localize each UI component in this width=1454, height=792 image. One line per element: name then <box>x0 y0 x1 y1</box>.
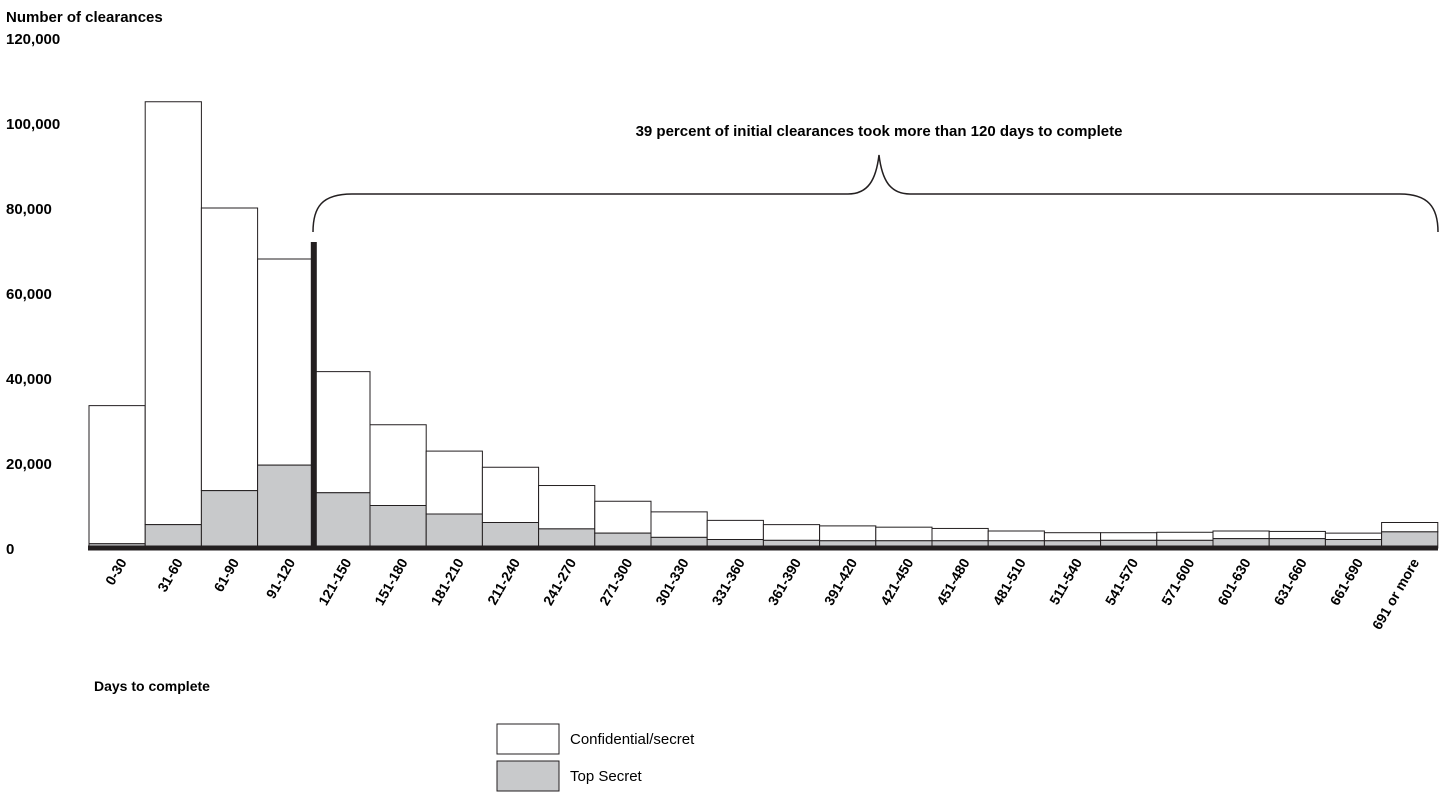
bar-confidential-secret <box>200 207 259 492</box>
bar-confidential-secret <box>1212 530 1270 540</box>
y-tick-label: 120,000 <box>6 31 60 48</box>
bar-confidential-secret <box>706 519 764 540</box>
bar-confidential-secret <box>257 258 315 466</box>
bar-top-secret <box>425 513 483 549</box>
legend-swatch-confidential-secret <box>496 723 560 755</box>
y-tick-label: 20,000 <box>6 456 52 473</box>
bar-confidential-secret <box>538 485 596 530</box>
x-tick-label: 121-150 <box>315 555 355 608</box>
bar-confidential-secret <box>1100 532 1158 541</box>
bar-confidential-secret <box>875 526 933 542</box>
bar-top-secret <box>144 524 202 549</box>
x-axis-label: Days to complete <box>94 678 210 694</box>
x-tick-label: 271-300 <box>596 555 636 608</box>
bar-confidential-secret <box>1381 522 1439 533</box>
bar-top-secret <box>313 492 371 549</box>
bar-confidential-secret <box>88 405 146 545</box>
x-tick-label: 211-240 <box>484 555 523 607</box>
legend-label: Confidential/secret <box>570 731 695 748</box>
y-tick-label: 40,000 <box>6 371 52 388</box>
bar-confidential-secret <box>650 511 708 538</box>
bars <box>88 101 1439 549</box>
bar-confidential-secret <box>369 424 427 506</box>
legend-label: Top Secret <box>570 768 643 785</box>
y-axis-label: Number of clearances <box>6 9 163 26</box>
bar-top-secret <box>538 528 596 549</box>
x-tick-label: 0-30 <box>102 555 130 587</box>
bar-confidential-secret <box>1043 532 1102 542</box>
x-tick-label: 451-480 <box>933 555 973 608</box>
bar-confidential-secret <box>481 466 540 523</box>
bar-confidential-secret <box>144 101 202 526</box>
x-tick-label: 661-690 <box>1327 555 1367 608</box>
bar-confidential-secret <box>987 530 1045 542</box>
x-tick-label: 481-510 <box>989 555 1029 608</box>
bar-confidential-secret <box>819 525 877 542</box>
x-tick-label: 91-120 <box>263 555 299 601</box>
bar-confidential-secret <box>1324 532 1383 540</box>
bar-confidential-secret <box>425 450 483 515</box>
x-tick-label: 61-90 <box>210 555 242 594</box>
y-axis-ticks: 0 20,000 40,000 60,000 80,000 100,000 120,000 <box>6 31 60 558</box>
x-tick-label: 361-390 <box>765 555 805 608</box>
bar-confidential-secret <box>594 500 652 534</box>
x-tick-label: 391-420 <box>821 555 861 608</box>
x-axis-ticks: 0-30 31-60 61-90 91-120 121-150 151-180 181-21… <box>102 555 1423 632</box>
x-tick-label: 241-270 <box>540 555 580 608</box>
bar-top-secret <box>369 505 427 549</box>
x-tick-label: 571-600 <box>1158 555 1198 608</box>
x-tick-label: 331-360 <box>708 555 748 608</box>
x-tick-label: 421-450 <box>877 555 917 608</box>
legend: Confidential/secret Top Secret <box>496 723 695 792</box>
bar-top-secret <box>481 522 540 549</box>
x-tick-label: 601-630 <box>1214 555 1254 608</box>
bar-confidential-secret <box>1156 531 1214 541</box>
bar-top-secret <box>200 490 259 549</box>
y-tick-label: 0 <box>6 541 14 558</box>
x-tick-label: 541-570 <box>1102 555 1142 608</box>
x-tick-label: 181-210 <box>427 555 467 608</box>
x-tick-label: 151-180 <box>371 555 411 608</box>
bar-confidential-secret <box>313 371 371 494</box>
y-tick-label: 80,000 <box>6 201 52 218</box>
bar-confidential-secret <box>931 527 989 542</box>
bar-confidential-secret <box>762 524 821 541</box>
legend-swatch-top-secret <box>496 760 560 792</box>
y-tick-label: 60,000 <box>6 286 52 303</box>
bar-confidential-secret <box>1268 530 1326 540</box>
y-tick-label: 100,000 <box>6 116 60 133</box>
x-tick-label: 31-60 <box>154 555 186 594</box>
x-tick-label: 631-660 <box>1270 555 1310 608</box>
bar-top-secret <box>257 464 315 549</box>
x-tick-label: 691 or more <box>1369 555 1423 632</box>
120-day-threshold-line <box>310 242 317 548</box>
x-tick-label: 301-330 <box>652 555 692 608</box>
annotation-text: 39 percent of initial clearances took mo… <box>636 123 1123 140</box>
annotation-brace <box>312 154 1439 233</box>
x-tick-label: 511-540 <box>1046 555 1085 607</box>
